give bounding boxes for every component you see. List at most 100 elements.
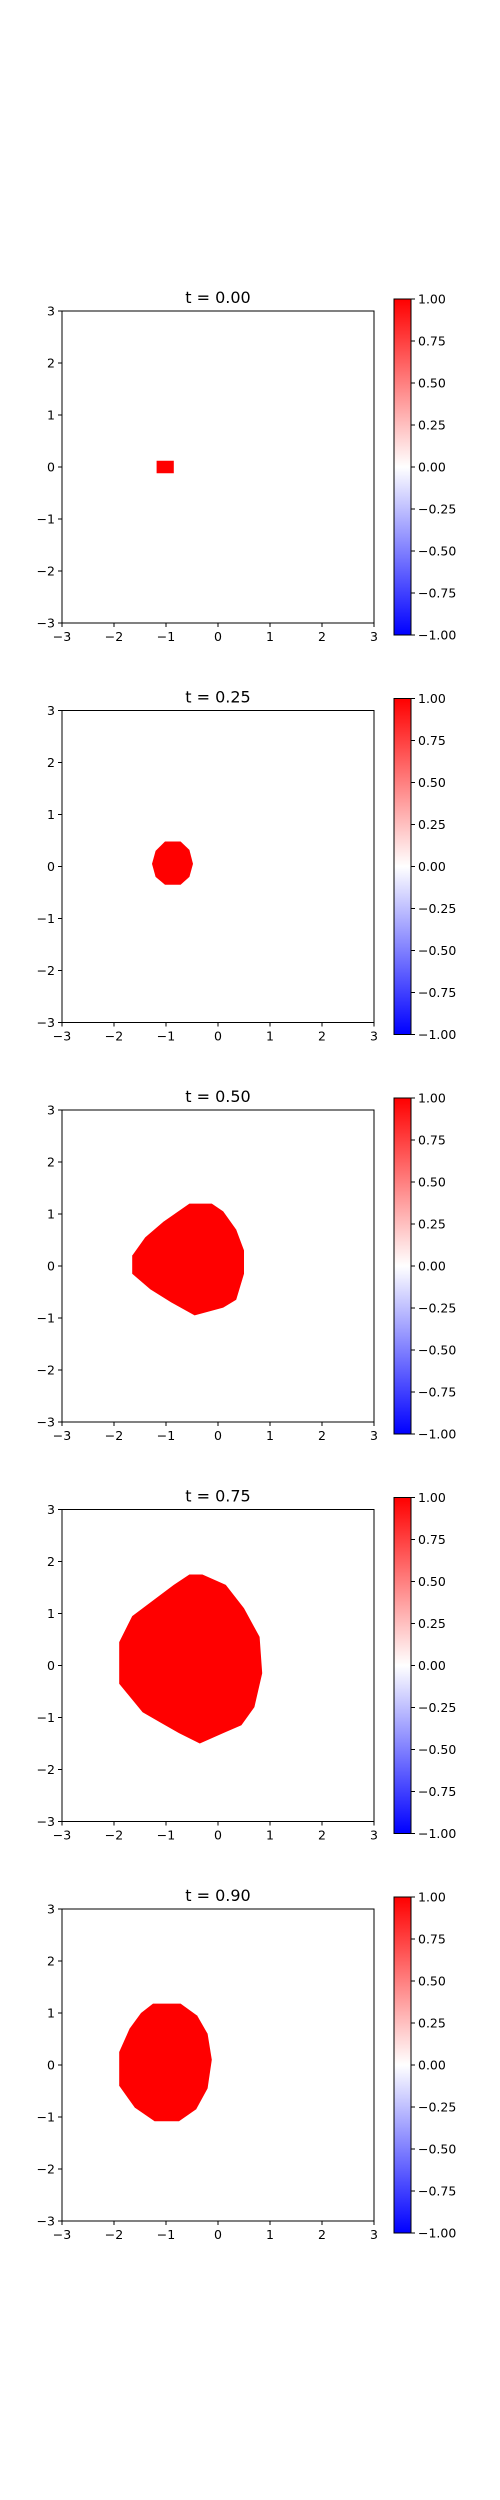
- colorbar-tick-label: −0.50: [418, 943, 456, 958]
- colorbar-tick-label: 1.00: [418, 1091, 446, 1106]
- colorbar-tick-label: 1.00: [418, 1490, 446, 1505]
- x-tick-label: −3: [53, 1828, 71, 1843]
- x-tick-label: 0: [214, 1828, 222, 1843]
- colorbar-tick-label: −0.50: [418, 1742, 456, 1757]
- colorbar-tick-label: 0.75: [418, 733, 446, 748]
- colorbar-tick-label: 0.50: [418, 1175, 446, 1190]
- x-tick-label: −1: [157, 629, 175, 644]
- region-blob: [156, 460, 174, 474]
- x-tick-label: −2: [105, 1029, 123, 1044]
- y-tick-label: 3: [47, 703, 55, 718]
- colorbar-tick-label: 0.75: [418, 334, 446, 349]
- subplot-1: t = 0.25 −3 −2 −1 0 1 2 3 3 2 1 0 −1 −2 −3 1.00 0.75 0.50…: [37, 688, 457, 1044]
- y-tick-label: −3: [37, 1415, 55, 1430]
- x-tick-label: 2: [318, 1029, 326, 1044]
- y-tick-label: −1: [37, 911, 55, 926]
- colorbar-tick-label: −1.00: [418, 1826, 456, 1841]
- chart-title: t = 0.50: [185, 1087, 250, 1106]
- colorbar-tick-label: 0.75: [418, 1532, 446, 1547]
- x-tick-label: 3: [370, 1029, 378, 1044]
- colorbar-tick-label: −0.75: [418, 985, 456, 1000]
- y-tick-label: −3: [37, 616, 55, 631]
- chart-title: t = 0.00: [185, 288, 250, 307]
- x-tick-label: 0: [214, 2227, 222, 2242]
- x-tick-label: 3: [370, 2227, 378, 2242]
- colorbar-tick-label: −0.75: [418, 1385, 456, 1400]
- x-tick-label: 2: [318, 2227, 326, 2242]
- colorbar-tick-label: 0.00: [418, 2058, 446, 2073]
- colorbar-tick-label: 0.25: [418, 817, 446, 832]
- y-tick-label: 3: [47, 1502, 55, 1517]
- y-tick-label: 2: [47, 1554, 55, 1569]
- colorbar-tick-label: −0.75: [418, 2184, 456, 2199]
- chart-title: t = 0.25: [185, 688, 250, 707]
- y-tick-label: −3: [37, 2214, 55, 2229]
- x-tick-label: −3: [53, 629, 71, 644]
- x-tick-label: 3: [370, 1428, 378, 1443]
- colorbar: [393, 298, 412, 636]
- x-tick-label: −1: [157, 1029, 175, 1044]
- colorbar-tick-label: −1.00: [418, 628, 456, 643]
- y-tick-label: 0: [47, 460, 55, 475]
- x-tick-label: 3: [370, 1828, 378, 1843]
- subplot-3: t = 0.75 −3 −2 −1 0 1 2 3 3 2 1 0 −1 −2 −3 1.00 0.75 0.50…: [37, 1487, 457, 1843]
- colorbar-tick-label: 0.50: [418, 1574, 446, 1589]
- y-tick-label: 2: [47, 755, 55, 770]
- subplot-4: t = 0.90 −3 −2 −1 0 1 2 3 3 2 1 0 −1 −2 −3 1.00 0.75 0.50…: [37, 1886, 457, 2242]
- plot-area: [62, 1909, 374, 2221]
- y-tick-label: −2: [37, 564, 55, 579]
- x-tick-label: 0: [214, 1029, 222, 1044]
- colorbar: [393, 1097, 412, 1435]
- y-tick-label: 0: [47, 859, 55, 874]
- plot-area: [62, 311, 374, 623]
- x-tick-label: −1: [157, 1428, 175, 1443]
- colorbar-tick-label: 0.00: [418, 1259, 446, 1274]
- colorbar-tick-label: −0.50: [418, 1343, 456, 1358]
- colorbar-tick-label: −1.00: [418, 1027, 456, 1042]
- y-tick-label: −1: [37, 1710, 55, 1725]
- y-tick-label: 1: [47, 1207, 55, 1222]
- y-tick-label: −3: [37, 1015, 55, 1030]
- subplot-2: t = 0.50 −3 −2 −1 0 1 2 3 3 2 1 0 −1 −2 −3 1.00 0.75 0.50…: [37, 1087, 457, 1443]
- colorbar-tick-label: 0.50: [418, 775, 446, 790]
- y-tick-label: −1: [37, 512, 55, 527]
- colorbar-tick-label: 0.75: [418, 1932, 446, 1947]
- x-tick-label: 0: [214, 629, 222, 644]
- y-tick-label: −2: [37, 2162, 55, 2177]
- y-tick-label: 1: [47, 1606, 55, 1621]
- colorbar-tick-label: 0.25: [418, 1217, 446, 1232]
- x-tick-label: 1: [266, 2227, 274, 2242]
- colorbar-tick-label: −1.00: [418, 2226, 456, 2241]
- y-tick-label: −3: [37, 1814, 55, 1829]
- y-tick-label: 1: [47, 807, 55, 822]
- x-tick-label: −1: [157, 2227, 175, 2242]
- x-tick-label: 2: [318, 1828, 326, 1843]
- colorbar: [393, 1896, 412, 2234]
- x-tick-label: 1: [266, 629, 274, 644]
- colorbar-tick-label: 0.50: [418, 1974, 446, 1989]
- subplot-0: t = 0.00 −3 −2 −1 0 1 2 3 3 2 1 0 −1 −2 −3 1.00 0.75 0.50…: [37, 288, 457, 644]
- y-tick-label: 3: [47, 1902, 55, 1917]
- y-tick-label: 3: [47, 1103, 55, 1118]
- y-tick-label: −2: [37, 1363, 55, 1378]
- x-tick-label: −2: [105, 1828, 123, 1843]
- y-tick-label: −2: [37, 1762, 55, 1777]
- chart-title: t = 0.90: [185, 1886, 250, 1905]
- x-tick-label: −1: [157, 1828, 175, 1843]
- colorbar-tick-label: 0.00: [418, 460, 446, 475]
- colorbar: [393, 698, 412, 1035]
- y-tick-label: 0: [47, 1658, 55, 1673]
- colorbar-tick-label: −0.50: [418, 2142, 456, 2157]
- region-blob: [119, 1574, 263, 1744]
- x-tick-label: −2: [105, 629, 123, 644]
- y-tick-label: −1: [37, 1311, 55, 1326]
- y-tick-label: −2: [37, 963, 55, 978]
- colorbar-tick-label: 1.00: [418, 1890, 446, 1905]
- y-tick-label: 0: [47, 1259, 55, 1274]
- colorbar-tick-label: −0.75: [418, 586, 456, 601]
- colorbar-tick-label: −0.25: [418, 1700, 456, 1715]
- colorbar-tick-label: −1.00: [418, 1427, 456, 1442]
- x-tick-label: 3: [370, 629, 378, 644]
- colorbar: [393, 1497, 412, 1834]
